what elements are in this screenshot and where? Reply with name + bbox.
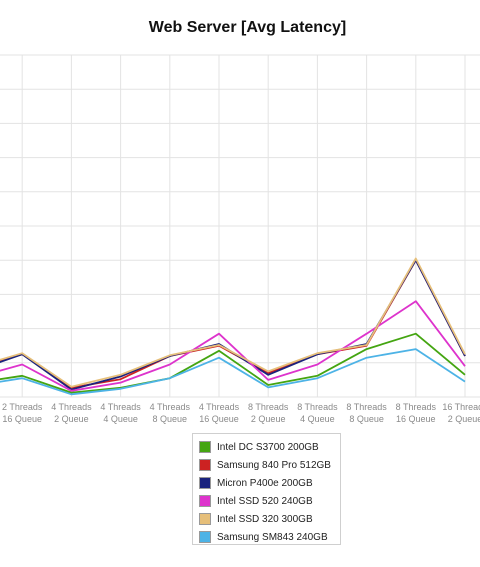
legend-label: Intel DC S3700 200GB bbox=[217, 441, 319, 453]
x-tick-label-queue: 16 Queue bbox=[396, 414, 436, 424]
legend-swatch bbox=[199, 459, 211, 471]
x-tick-label: 16 Threads 2 Queue bbox=[442, 402, 480, 424]
legend-item: Samsung 840 Pro 512GB bbox=[199, 456, 340, 474]
series-line-samsung-sm843-240gb bbox=[0, 348, 466, 396]
series-line-intel-dc-s3700-200gb bbox=[0, 332, 466, 394]
legend-label: Samsung 840 Pro 512GB bbox=[217, 459, 331, 471]
legend-swatch bbox=[199, 441, 211, 453]
legend-swatch bbox=[199, 477, 211, 489]
plot-frame bbox=[0, 54, 480, 398]
x-tick-label-queue: 2 Queue bbox=[251, 414, 286, 424]
x-tick-label-queue: 2 Queue bbox=[54, 414, 89, 424]
x-tick-label-threads: 4 Threads bbox=[100, 402, 141, 412]
x-axis-tick-labels: 2 Threads 8 Queue 2 Threads 16 Queue 4 Threa… bbox=[2, 402, 480, 424]
chart-legend: Intel DC S3700 200GB Samsung 840 Pro 512G… bbox=[192, 433, 341, 545]
latency-line-chart: 2 Threads 8 Queue 2 Threads 16 Queue 4 Threa… bbox=[0, 54, 480, 424]
legend-label: Samsung SM843 240GB bbox=[217, 531, 328, 543]
legend-swatch bbox=[199, 531, 211, 543]
x-tick-label: 2 Threads 16 Queue bbox=[2, 402, 43, 424]
x-tick-label-threads: 8 Threads bbox=[346, 402, 387, 412]
x-tick-label: 8 Threads 2 Queue bbox=[248, 402, 289, 424]
x-tick-label-threads: 2 Threads bbox=[2, 402, 43, 412]
x-tick-label-queue: 4 Queue bbox=[103, 414, 138, 424]
x-tick-label-queue: 8 Queue bbox=[349, 414, 384, 424]
x-tick-label: 8 Threads 8 Queue bbox=[346, 402, 387, 424]
series-line-intel-ssd-520-240gb bbox=[0, 300, 466, 392]
series-line-samsung-840-pro-512gb bbox=[0, 259, 466, 389]
x-tick-label: 4 Threads 8 Queue bbox=[150, 402, 191, 424]
series-line-micron-p400e-200gb bbox=[0, 259, 466, 391]
x-tick-label-threads: 4 Threads bbox=[199, 402, 240, 412]
x-tick-label-queue: 16 Queue bbox=[199, 414, 239, 424]
legend-swatch bbox=[199, 513, 211, 525]
legend-item: Intel SSD 320 300GB bbox=[199, 510, 340, 528]
legend-item: Intel DC S3700 200GB bbox=[199, 438, 340, 456]
legend-label: Intel SSD 320 300GB bbox=[217, 513, 313, 525]
x-tick-label-threads: 8 Threads bbox=[297, 402, 338, 412]
x-tick-label: 8 Threads 4 Queue bbox=[297, 402, 338, 424]
x-tick-label-queue: 16 Queue bbox=[2, 414, 42, 424]
x-tick-label: 4 Threads 2 Queue bbox=[51, 402, 92, 424]
legend-swatch bbox=[199, 495, 211, 507]
x-tick-label: 4 Threads 16 Queue bbox=[199, 402, 240, 424]
x-tick-label: 8 Threads 16 Queue bbox=[396, 402, 437, 424]
x-tick-label-threads: 16 Threads bbox=[442, 402, 480, 412]
x-tick-label-queue: 8 Queue bbox=[153, 414, 188, 424]
legend-item: Samsung SM843 240GB bbox=[199, 528, 340, 546]
legend-item: Micron P400e 200GB bbox=[199, 474, 340, 492]
x-tick-label-threads: 8 Threads bbox=[248, 402, 289, 412]
x-tick-label-queue: 2 Queue bbox=[448, 414, 480, 424]
legend-item: Intel SSD 520 240GB bbox=[199, 492, 340, 510]
legend-label: Micron P400e 200GB bbox=[217, 477, 313, 489]
series-line-intel-ssd-320-300gb bbox=[0, 257, 466, 388]
x-tick-label: 4 Threads 4 Queue bbox=[100, 402, 141, 424]
series-lines bbox=[0, 257, 466, 396]
gridlines bbox=[0, 54, 480, 398]
x-tick-label-threads: 8 Threads bbox=[396, 402, 437, 412]
x-tick-label-threads: 4 Threads bbox=[150, 402, 191, 412]
chart-title: Web Server [Avg Latency] bbox=[148, 19, 347, 36]
x-tick-label-queue: 4 Queue bbox=[300, 414, 335, 424]
legend-label: Intel SSD 520 240GB bbox=[217, 495, 313, 507]
x-tick-label-threads: 4 Threads bbox=[51, 402, 92, 412]
